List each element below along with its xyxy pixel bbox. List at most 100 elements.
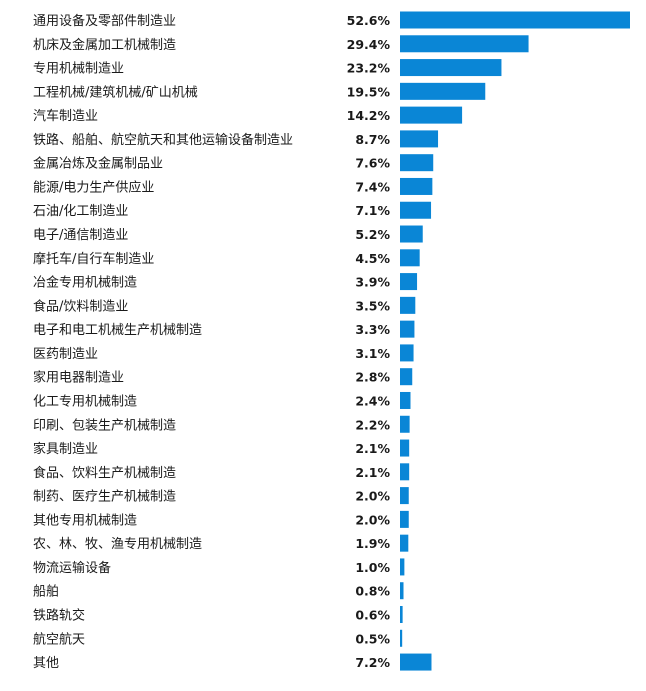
bar <box>400 154 434 172</box>
bar <box>400 201 432 219</box>
bar <box>400 130 439 148</box>
value-label: 3.9% <box>355 275 390 290</box>
bar-row: 机床及金属加工机械制造 29.4% <box>33 35 529 53</box>
value-label: 2.0% <box>355 512 390 527</box>
bar <box>400 249 420 267</box>
category-label: 医药制造业 <box>33 347 98 362</box>
bar-row: 家具制造业 2.1% <box>33 439 410 457</box>
bar <box>400 82 486 100</box>
category-label: 专用机械制造业 <box>33 62 124 77</box>
value-label: 3.3% <box>355 322 390 337</box>
category-label: 家用电器制造业 <box>33 370 124 386</box>
bar-row: 通用设备及零部件制造业 52.6% <box>33 11 630 29</box>
category-label: 化工专用机械制造 <box>33 394 137 409</box>
bar-row: 农、林、牧、渔专用机械制造 1.9% <box>33 534 409 552</box>
bar-row: 石油/化工制造业 7.1% <box>33 201 432 219</box>
bar <box>400 510 409 528</box>
bar <box>400 320 415 338</box>
bar <box>400 582 404 600</box>
bar-row: 电子和电工机械生产机械制造 3.3% <box>33 320 415 338</box>
bar <box>400 439 410 457</box>
value-label: 29.4% <box>347 37 391 52</box>
value-label: 4.5% <box>355 251 390 266</box>
value-label: 23.2% <box>347 61 391 76</box>
category-label: 印刷、包装生产机械制造 <box>33 418 176 433</box>
bar <box>400 629 403 647</box>
bar <box>400 106 463 124</box>
category-label: 电子和电工机械生产机械制造 <box>33 323 202 338</box>
value-label: 7.2% <box>355 655 390 670</box>
bar-row: 电子/通信制造业 5.2% <box>33 225 423 243</box>
category-label: 农、林、牧、渔专用机械制造 <box>33 537 202 552</box>
value-label: 2.4% <box>355 393 390 408</box>
category-label: 汽车制造业 <box>33 108 98 124</box>
bar <box>400 534 409 552</box>
bar <box>400 273 418 291</box>
bar-row: 其他专用机械制造 2.0% <box>33 510 409 528</box>
category-label: 能源/电力生产供应业 <box>33 179 154 195</box>
category-label: 家具制造业 <box>33 441 98 457</box>
value-label: 3.1% <box>355 346 390 361</box>
bar-row: 摩托车/自行车制造业 4.5% <box>33 249 420 267</box>
value-label: 0.8% <box>355 584 390 599</box>
category-label: 电子/通信制造业 <box>33 228 128 243</box>
bar-row: 航空航天 0.5% <box>33 629 403 647</box>
bar <box>400 558 405 576</box>
category-label: 航空航天 <box>33 631 85 647</box>
category-label: 铁路、船舶、航空航天和其他运输设备制造业 <box>33 132 293 148</box>
bar-row: 金属冶炼及金属制品业 7.6% <box>33 154 434 172</box>
bar <box>400 487 409 505</box>
bar <box>400 391 411 409</box>
bar <box>400 463 410 481</box>
bar-row: 制药、医疗生产机械制造 2.0% <box>33 487 409 505</box>
bar-row: 家用电器制造业 2.8% <box>33 368 413 386</box>
value-label: 2.1% <box>355 441 390 456</box>
bar-row: 铁路轨交 0.6% <box>33 606 403 624</box>
bar-row: 专用机械制造业 23.2% <box>33 59 502 77</box>
category-label: 石油/化工制造业 <box>33 204 128 219</box>
bar-row: 食品、饮料生产机械制造 2.1% <box>33 463 410 481</box>
bar-row: 物流运输设备 1.0% <box>33 558 405 576</box>
value-label: 52.6% <box>347 13 391 28</box>
bar <box>400 368 413 386</box>
category-label: 船舶 <box>33 584 59 600</box>
value-label: 2.2% <box>355 417 390 432</box>
value-label: 7.1% <box>355 203 390 218</box>
value-label: 7.6% <box>355 156 390 171</box>
category-label: 摩托车/自行车制造业 <box>33 251 154 267</box>
bar-row: 食品/饮料制造业 3.5% <box>33 296 416 314</box>
bar <box>400 415 410 433</box>
bar <box>400 653 432 671</box>
bar <box>400 296 416 314</box>
category-label: 食品、饮料生产机械制造 <box>33 465 176 481</box>
category-label: 铁路轨交 <box>33 608 85 624</box>
bar-row: 其他 7.2% <box>33 653 432 671</box>
category-label: 机床及金属加工机械制造 <box>33 37 176 53</box>
value-label: 7.4% <box>355 179 390 194</box>
bar-row: 铁路、船舶、航空航天和其他运输设备制造业 8.7% <box>33 130 439 148</box>
bar-row: 医药制造业 3.1% <box>33 344 414 362</box>
category-label: 通用设备及零部件制造业 <box>33 13 176 29</box>
value-label: 0.6% <box>355 608 390 623</box>
bar <box>400 606 403 623</box>
value-label: 3.5% <box>355 298 390 313</box>
bar-row: 化工专用机械制造 2.4% <box>33 391 411 409</box>
bar-row: 冶金专用机械制造 3.9% <box>33 273 418 291</box>
value-label: 8.7% <box>355 132 390 147</box>
value-label: 2.8% <box>355 370 390 385</box>
value-label: 19.5% <box>347 84 391 99</box>
bar <box>400 11 630 29</box>
bar-row: 工程机械/建筑机械/矿山机械 19.5% <box>33 82 486 100</box>
bar <box>400 344 414 362</box>
bar-row: 船舶 0.8% <box>33 582 404 600</box>
category-label: 其他专用机械制造 <box>33 513 137 528</box>
value-label: 5.2% <box>355 227 390 242</box>
category-label: 制药、医疗生产机械制造 <box>33 490 176 505</box>
category-label: 食品/饮料制造业 <box>33 298 128 314</box>
value-label: 14.2% <box>347 108 391 123</box>
bar <box>400 35 529 53</box>
bar-row: 汽车制造业 14.2% <box>33 106 463 124</box>
category-label: 其他 <box>33 656 59 671</box>
bar <box>400 59 502 77</box>
